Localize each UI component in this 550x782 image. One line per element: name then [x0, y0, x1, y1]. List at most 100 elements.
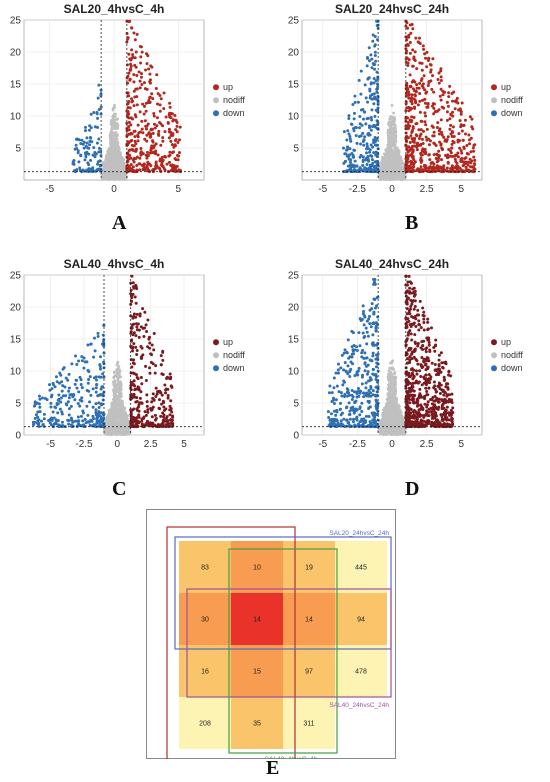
point-down [351, 169, 355, 173]
point-up [439, 142, 443, 146]
point-up [436, 121, 440, 125]
point-up [420, 149, 424, 153]
point-down [361, 158, 365, 162]
point-up [450, 146, 454, 150]
point-nodiff [391, 132, 394, 136]
legend-label-down: down [501, 108, 523, 118]
point-up [439, 75, 443, 79]
point-up [148, 95, 152, 99]
point-up [414, 90, 418, 94]
point-up [446, 153, 450, 157]
point-up [148, 72, 152, 76]
point-up [421, 86, 425, 90]
point-up [457, 132, 461, 136]
point-up [406, 87, 410, 91]
point-up [151, 168, 155, 172]
point-up [168, 150, 172, 154]
point-nodiff [107, 148, 111, 152]
point-down [365, 151, 369, 155]
point-nodiff [389, 120, 393, 124]
y-tick-label: 5 [293, 144, 299, 155]
point-up [461, 160, 465, 164]
point-down [372, 164, 376, 168]
point-up [440, 130, 444, 134]
point-up [138, 162, 142, 166]
point-nodiff [392, 140, 396, 144]
point-nodiff [394, 134, 398, 138]
point-up [129, 67, 133, 71]
point-down [346, 164, 350, 168]
point-up [446, 156, 450, 160]
point-up [452, 135, 456, 139]
point-up [133, 56, 137, 60]
point-down [373, 50, 377, 54]
point-down [362, 117, 366, 121]
point-up [454, 160, 458, 164]
point-up [125, 109, 129, 113]
point-up [432, 141, 436, 145]
point-nodiff [399, 172, 403, 176]
point-down [96, 125, 100, 129]
point-nodiff [109, 163, 113, 167]
point-nodiff [108, 166, 112, 170]
point-up [458, 107, 462, 111]
point-up [144, 127, 148, 131]
point-up [437, 132, 441, 136]
point-up [162, 107, 166, 111]
point-down [373, 95, 377, 99]
legend-marker-down [213, 110, 219, 117]
point-up [405, 146, 409, 150]
point-up [432, 102, 436, 106]
point-up [410, 119, 414, 123]
point-down [369, 53, 373, 57]
point-up [424, 56, 428, 60]
point-up [407, 136, 411, 140]
point-up [143, 104, 147, 108]
point-up [134, 149, 138, 153]
point-up [168, 153, 172, 157]
point-up [145, 139, 149, 143]
point-up [418, 42, 422, 46]
point-up [430, 87, 434, 91]
point-up [471, 146, 475, 150]
point-down [342, 161, 346, 165]
point-nodiff [112, 124, 115, 128]
point-up [449, 132, 453, 136]
point-up [425, 50, 429, 54]
point-up [404, 137, 408, 141]
point-down [363, 158, 367, 162]
point-down [364, 96, 368, 100]
point-up [422, 163, 426, 167]
point-up [138, 110, 142, 114]
point-nodiff [111, 146, 114, 150]
point-up [138, 156, 142, 160]
point-up [445, 118, 449, 122]
point-down [353, 126, 357, 130]
point-up [130, 147, 134, 151]
point-up [423, 101, 427, 105]
point-up [173, 157, 177, 161]
point-up [151, 131, 155, 135]
point-nodiff [390, 143, 394, 147]
point-up [139, 151, 143, 155]
point-down [370, 57, 374, 61]
point-up [460, 101, 464, 105]
point-up [460, 129, 464, 133]
point-down [359, 108, 363, 112]
point-up [147, 98, 151, 102]
point-nodiff [108, 151, 111, 155]
point-down [96, 96, 100, 100]
point-down [79, 154, 83, 158]
point-up [163, 154, 167, 158]
point-down [366, 55, 370, 59]
point-nodiff [392, 122, 396, 126]
point-up [406, 127, 410, 131]
point-nodiff [115, 168, 119, 172]
point-up [420, 77, 424, 81]
y-tick-label: 15 [10, 80, 22, 91]
point-nodiff [120, 169, 123, 172]
legend-label-up: up [223, 82, 233, 92]
point-down [355, 141, 359, 145]
point-up [127, 125, 131, 129]
point-up [407, 164, 411, 168]
